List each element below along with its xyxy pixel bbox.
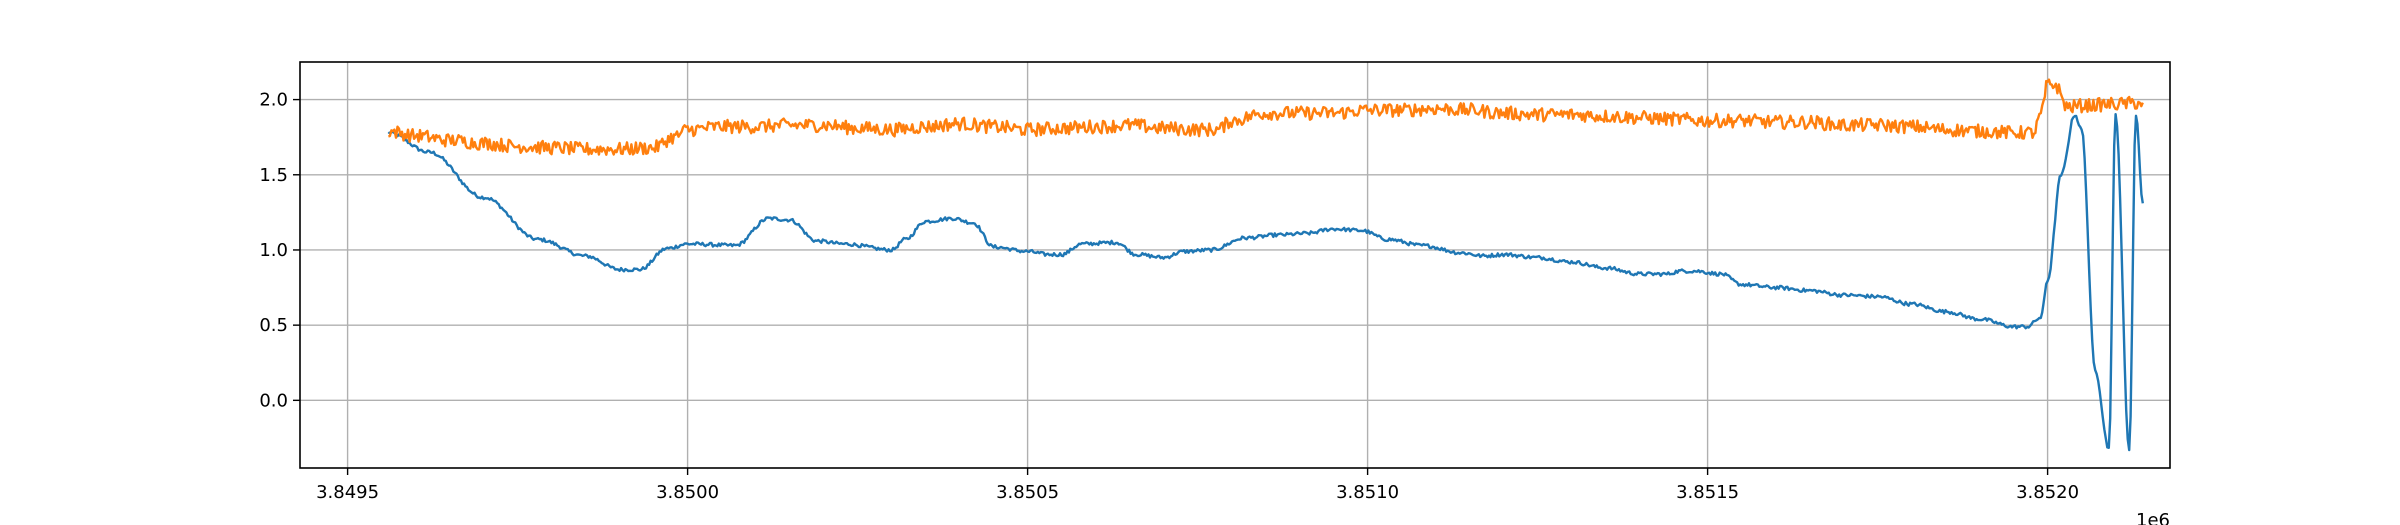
series-line-2	[388, 78, 2144, 156]
x-tick-label: 3.8515	[1676, 482, 1739, 503]
axis-ticks: 3.8495 3.8500 3.8505 3.8510 3.8515 3.8520 0.0 0…	[259, 90, 2079, 503]
series-line-1	[387, 112, 2144, 452]
x-tick-label: 3.8505	[996, 482, 1059, 503]
y-tick-label: 1.0	[259, 240, 288, 261]
y-tick-label: 1.5	[259, 165, 288, 186]
x-tick-label: 3.8520	[2016, 482, 2079, 503]
plot-frame	[299, 61, 2171, 469]
y-tick-label: 2.0	[259, 90, 288, 111]
x-offset-label: 1e6	[2136, 510, 2170, 525]
grid	[300, 62, 2170, 468]
y-tick-label: 0.0	[259, 390, 288, 411]
x-tick-label: 3.8510	[1336, 482, 1399, 503]
y-tick-label: 0.5	[259, 315, 288, 336]
x-tick-label: 3.8500	[656, 482, 719, 503]
x-tick-label: 3.8495	[316, 482, 379, 503]
series-lines	[387, 78, 2144, 452]
